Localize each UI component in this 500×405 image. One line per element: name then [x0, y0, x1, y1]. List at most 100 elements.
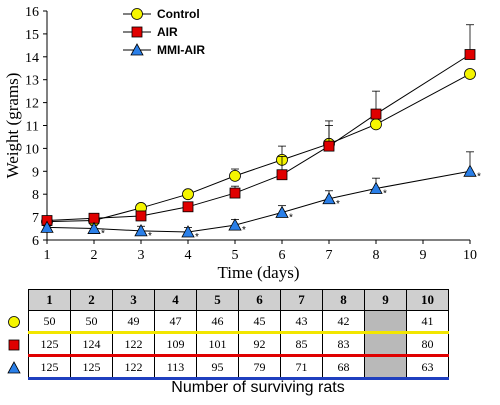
y-tick-label: 13: [25, 74, 39, 89]
x-tick-label: 3: [138, 248, 145, 263]
legend-marker: [130, 43, 144, 56]
data-point: [135, 210, 147, 222]
significance-star: *: [242, 225, 246, 236]
count-cell: 125: [28, 332, 71, 357]
day-header-cell: 7: [280, 289, 323, 311]
x-axis-title: Time (days): [217, 263, 299, 282]
y-tick-label: 9: [32, 165, 39, 180]
table-title: Number of surviving rats: [171, 379, 345, 396]
day-header-cell: 8: [322, 289, 365, 311]
data-point: [134, 224, 148, 237]
y-tick-label: 14: [25, 51, 39, 66]
y-tick-label: 7: [32, 211, 39, 226]
data-point: [464, 49, 476, 60]
series-air: [41, 24, 476, 226]
data-point: [370, 108, 382, 120]
significance-star: *: [148, 231, 152, 242]
count-cell: 125: [70, 355, 113, 380]
series-line: [46, 54, 471, 222]
survival-table: 1 2 3 4 5 6 7 8 9 10 50 50 49 47 46 45 43 42 41 125 124 122 10…: [28, 289, 449, 380]
data-point: [463, 164, 477, 177]
data-point: [181, 225, 195, 238]
x-tick-label: 7: [326, 248, 333, 263]
y-tick-label: 6: [32, 234, 39, 249]
data-point: [275, 205, 289, 218]
y-tick-label: 15: [25, 28, 39, 43]
y-tick-label: 12: [25, 97, 39, 112]
count-cell: 109: [154, 332, 197, 357]
square-row-marker: [8, 339, 20, 351]
data-point: [464, 68, 476, 80]
count-cell: 95: [196, 355, 239, 380]
legend-label: AIR: [157, 25, 178, 39]
data-point: [370, 118, 382, 131]
count-cell: 85: [280, 332, 323, 357]
count-cell: 125: [28, 355, 71, 380]
day-header-cell: 3: [112, 289, 155, 311]
x-tick-label: 8: [373, 248, 380, 263]
data-point: [322, 191, 336, 205]
count-cell: 113: [154, 355, 197, 380]
count-cell: 46: [196, 310, 239, 334]
x-tick-label: 4: [185, 248, 192, 263]
count-cell: 42: [322, 310, 365, 334]
data-point: [229, 187, 241, 199]
day-header-cell: 10: [406, 289, 449, 311]
y-tick-label: 11: [26, 120, 39, 135]
legend-label: Control: [157, 7, 200, 21]
count-cell: 122: [112, 332, 155, 357]
count-cell: 124: [70, 332, 113, 357]
data-point: [182, 188, 194, 201]
y-tick-label: 16: [25, 5, 39, 20]
data-point: [369, 181, 383, 194]
legend-marker: [131, 8, 143, 20]
count-cell: 47: [154, 310, 197, 334]
table-header-row: 1 2 3 4 5 6 7 8 9 10: [28, 289, 449, 311]
count-cell: [364, 310, 407, 334]
x-tick-label: 2: [91, 248, 98, 263]
triangle-row-marker: [7, 361, 21, 374]
significance-star: *: [477, 171, 481, 182]
data-point: [229, 169, 241, 182]
count-cell: 122: [112, 355, 155, 380]
x-tick-label: 1: [44, 248, 51, 263]
series-mmi-air: * * * * * * * *: [40, 151, 481, 243]
day-header-cell: 1: [28, 289, 71, 311]
count-cell: 45: [238, 310, 281, 334]
data-point: [276, 169, 288, 181]
x-tick-label: 5: [232, 248, 239, 263]
count-cell: 83: [322, 332, 365, 357]
significance-star: *: [101, 229, 105, 240]
significance-star: *: [383, 188, 387, 199]
x-tick-label: 9: [420, 248, 427, 263]
count-cell: 71: [280, 355, 323, 380]
count-cell: 49: [112, 310, 155, 334]
table-row: 50 50 49 47 46 45 43 42 41: [28, 310, 449, 334]
day-header-cell: 5: [196, 289, 239, 311]
series-line: [46, 73, 471, 223]
data-point: [228, 218, 242, 231]
data-point: [40, 220, 54, 233]
significance-star: *: [195, 232, 199, 243]
significance-star: *: [336, 199, 340, 210]
count-cell: 41: [406, 310, 449, 334]
day-header-cell: 9: [364, 289, 407, 311]
circle-row-marker: [8, 316, 20, 328]
count-cell: 68: [322, 355, 365, 380]
count-cell: 79: [238, 355, 281, 380]
day-header-cell: 2: [70, 289, 113, 311]
count-cell: 50: [28, 310, 71, 334]
x-tick-label: 6: [279, 248, 286, 263]
legend: Control AIR MMI-AIR: [123, 7, 205, 57]
y-axis-title: Weight (grams): [3, 73, 22, 179]
legend-marker: [131, 26, 143, 38]
table-row: 125 124 122 109 101 92 85 83 80: [28, 332, 449, 357]
x-tick-label: 10: [463, 248, 477, 263]
day-header-cell: 6: [238, 289, 281, 311]
count-cell: 80: [406, 332, 449, 357]
data-point: [182, 201, 194, 213]
legend-label: MMI-AIR: [157, 43, 205, 57]
count-cell: [364, 355, 407, 380]
count-cell: 92: [238, 332, 281, 357]
